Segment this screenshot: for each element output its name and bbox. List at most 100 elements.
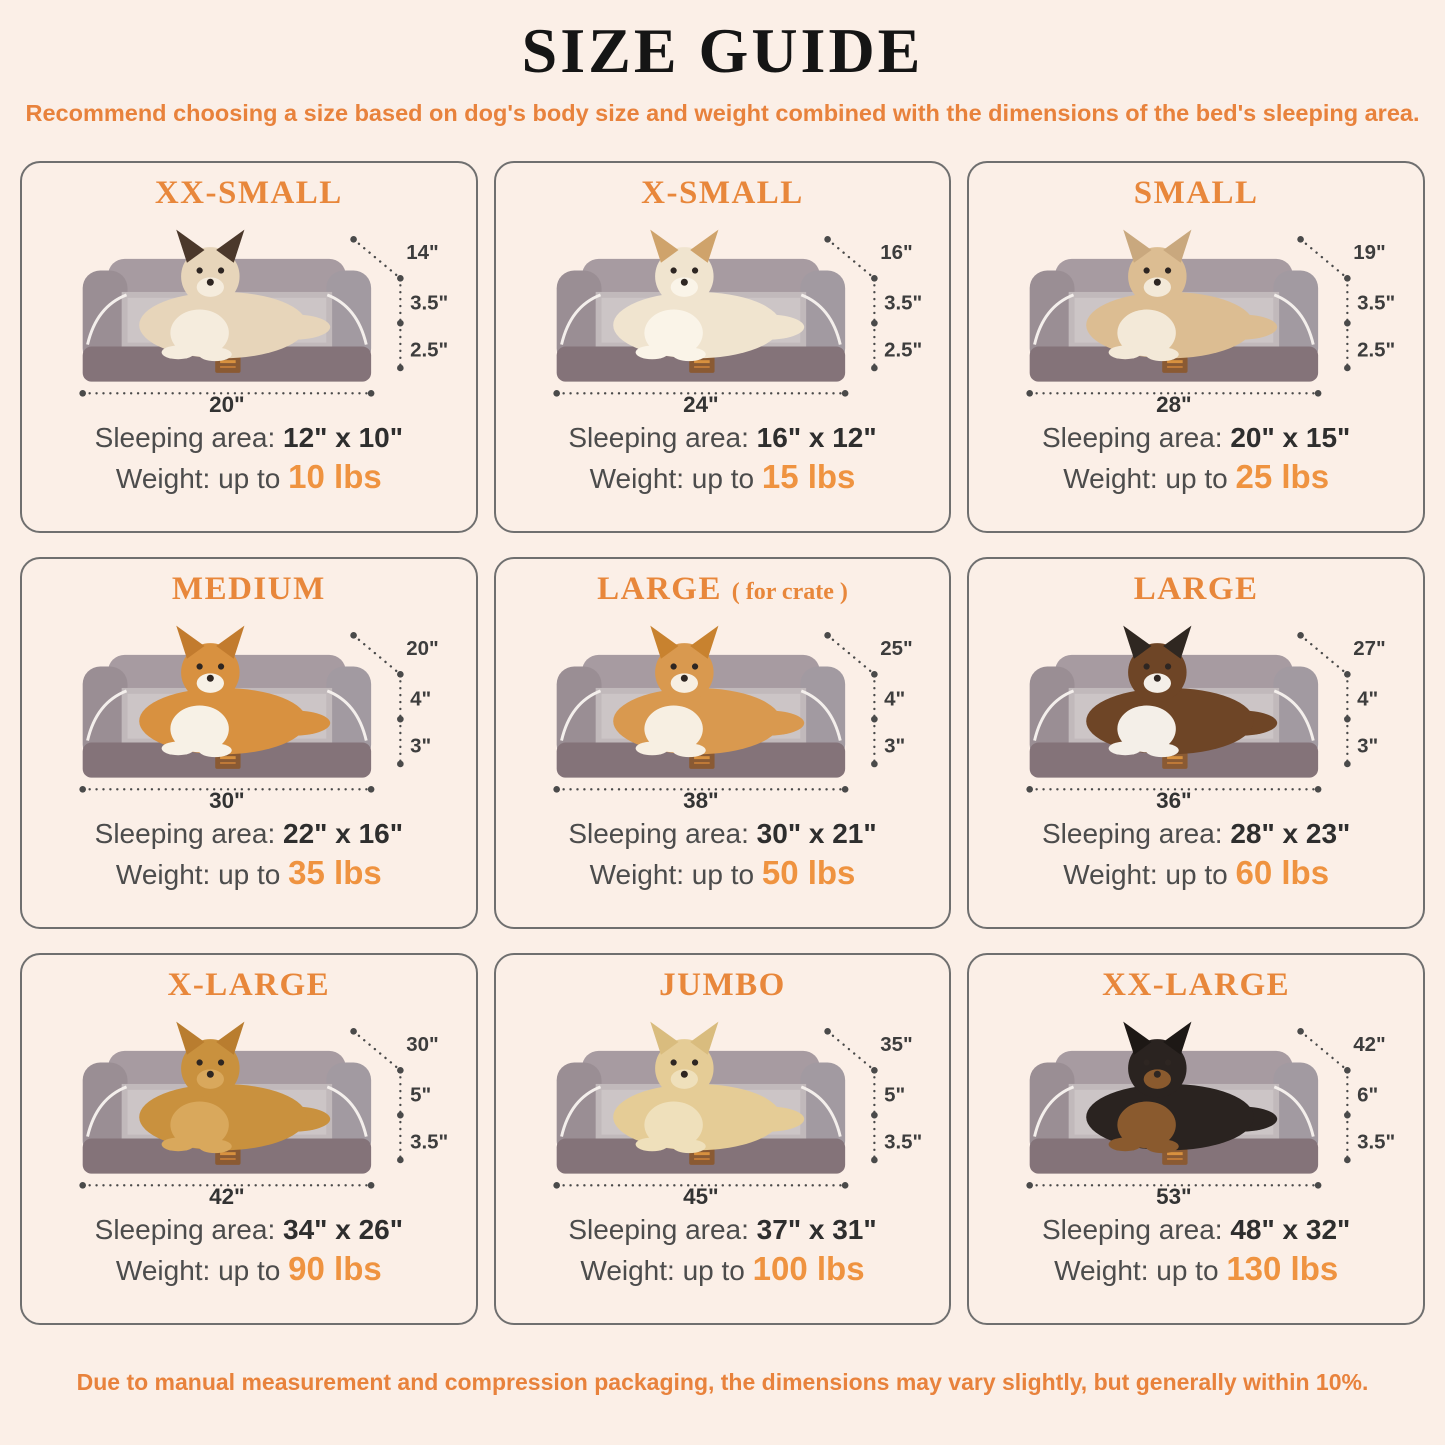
dog-paw [198,347,232,362]
dog-ear [1163,229,1192,264]
dog-ear [649,1021,679,1056]
left-piping [1033,689,1075,742]
arm-height-label: 5" [884,1084,905,1107]
size-card: SMALL [967,161,1425,534]
arm-height-label: 4" [884,688,905,711]
dimension-dot [823,236,831,244]
size-card-title: MEDIUM [172,571,326,608]
weight-value: 35 lbs [288,854,382,892]
bed-figure: 25" 4" 3" 38" [553,625,912,810]
dog-ear [216,229,245,264]
brand-tag-mark [693,756,710,760]
sleeping-area-value: 37" x 31" [756,1214,877,1246]
weight-value: 50 lbs [761,854,856,892]
dog-ear [176,1021,205,1056]
dog-eye [670,663,677,671]
weight-text: Weight: up to 50 lbs [590,854,856,892]
sleeping-area-label: Sleeping area: [568,422,749,454]
dog-ear [689,229,719,264]
dimension-dot [1297,236,1305,244]
dog-ear [176,625,205,660]
shiba-inu-illustration [612,625,804,758]
dog-paw [1145,743,1180,758]
shih-tzu-illustration [612,229,804,362]
left-piping [559,689,601,742]
weight-label: Weight: up to [1063,463,1228,495]
size-card-title: X-LARGE [167,967,330,1004]
right-piping [326,1085,368,1138]
dog-eye [217,1059,225,1067]
dog-head [1128,247,1187,306]
weight-label: Weight: up to [115,1255,281,1287]
sleeping-area-text: Sleeping area: 12" x 10" [95,422,403,454]
size-card-title: LARGE [1134,571,1259,608]
right-piping [800,1085,842,1138]
weight-value: 60 lbs [1235,854,1330,892]
base-height-label: 2.5" [884,339,922,362]
size-name: XX-SMALL [154,175,343,212]
dog-ear [216,625,245,660]
weight-text: Weight: up to 15 lbs [590,458,856,496]
dog-muzzle [196,277,224,298]
dimension-dot [870,761,878,768]
width-label: 30" [209,788,245,810]
dog-nose [1154,1071,1162,1079]
corgi-illustration [139,625,331,758]
dog-ear [216,1021,245,1056]
sleeping-area-value: 30" x 21" [756,818,877,850]
dimension-dot [823,1028,831,1036]
sleeping-area-label: Sleeping area: [1041,422,1223,454]
dog-chest [1117,705,1177,753]
right-piping [1274,1085,1316,1138]
dog-ear [689,1021,719,1056]
bed-illustration [1030,259,1319,382]
dog-eye [196,1059,203,1067]
arm-height-label: 6" [1357,1084,1378,1107]
brand-tag-mark [1167,1158,1184,1161]
dimension-dot [870,1112,878,1119]
dog-eye [196,267,203,275]
base-height-label: 2.5" [1357,339,1395,362]
dog-head [181,1039,240,1098]
dimension-annotations: 16" 3.5" 2.5" 24" [553,236,922,414]
dog-muzzle [670,673,698,694]
dimension-dot [1026,1182,1034,1190]
dog-paw [635,741,669,756]
right-piping [800,293,842,346]
weight-value: 10 lbs [288,458,382,496]
dog-eye [670,1059,677,1067]
dimension-annotations: 14" 3.5" 2.5" 20" [79,236,448,414]
sleeping-area-text: Sleeping area: 34" x 26" [95,1214,403,1246]
dog-nose [680,675,688,683]
left-arm-bolster [82,1062,128,1159]
dog-eye [691,267,698,275]
weight-label: Weight: up to [580,1255,745,1287]
sleeping-area-text: Sleeping area: 30" x 21" [568,818,876,850]
weight-text: Weight: up to 60 lbs [1063,854,1329,892]
dog-muzzle [670,277,698,298]
sleeping-area-text: Sleeping area: 16" x 12" [568,422,876,454]
dimension-dot [1344,761,1351,768]
sleeping-area-label: Sleeping area: [1041,1214,1223,1246]
dog-ear [1163,1021,1192,1056]
size-name: LARGE [1133,571,1259,608]
dimension-dot [1344,1157,1351,1164]
dog-head [181,247,240,306]
bed-figure: 16" 3.5" 2.5" 24" [553,229,922,414]
width-label: 36" [1156,788,1192,810]
dog-chest [644,705,703,753]
arm-height-label: 4" [1357,688,1378,711]
size-card: LARGE ( for crate ) [493,557,952,930]
brand-tag-mark [220,360,236,364]
brand-tag-mark [693,762,710,765]
dimension-dot [870,365,878,372]
size-name-suffix: ( for crate ) [731,579,848,606]
dimension-dot [1297,1028,1305,1036]
dog-paw [672,1139,706,1154]
dog-head [181,643,240,702]
left-arm-bolster [556,1062,602,1159]
rottweiler-with-chihuahua-illustration [1086,1021,1278,1154]
cat-illustration [139,229,331,362]
size-name: X-LARGE [167,967,331,1004]
